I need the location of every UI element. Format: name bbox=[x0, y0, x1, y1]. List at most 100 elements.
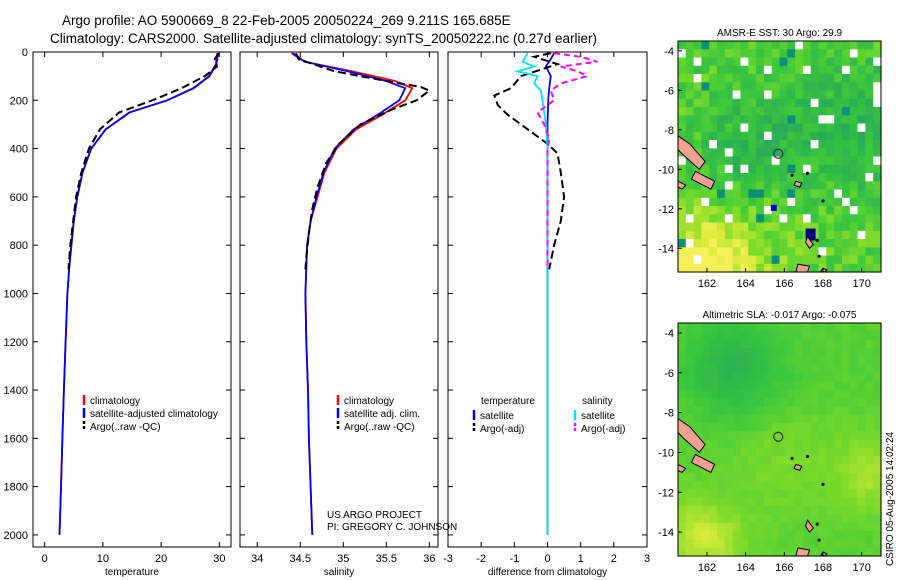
map-cell bbox=[763, 547, 773, 557]
map-cell bbox=[787, 323, 796, 332]
map-cell bbox=[678, 364, 687, 374]
map-cell bbox=[709, 422, 718, 432]
map-cell bbox=[842, 90, 851, 100]
map-cell bbox=[740, 497, 749, 507]
map-cell bbox=[842, 464, 851, 474]
map-cell bbox=[779, 497, 788, 507]
map-xtick-label: 168 bbox=[814, 278, 832, 290]
map-cell bbox=[709, 539, 718, 549]
map-cell bbox=[724, 131, 734, 141]
map-cell bbox=[857, 247, 866, 257]
map-cell bbox=[849, 41, 859, 50]
map-cell bbox=[693, 497, 702, 507]
map-cell bbox=[842, 522, 851, 532]
map-cell bbox=[701, 406, 710, 416]
map-cell bbox=[802, 531, 812, 540]
map-cell bbox=[787, 522, 796, 532]
map-cell bbox=[709, 348, 718, 357]
map-cell bbox=[865, 263, 874, 273]
salinity-series-argo bbox=[295, 52, 432, 270]
map-cell bbox=[717, 49, 726, 59]
map-cell bbox=[873, 406, 882, 416]
map-cell bbox=[701, 531, 710, 540]
map-cell bbox=[802, 356, 812, 366]
map-cell bbox=[818, 439, 827, 449]
map-cell bbox=[873, 197, 882, 207]
map-cell bbox=[857, 197, 866, 207]
map-cell bbox=[763, 263, 773, 273]
map-cell bbox=[740, 90, 749, 100]
map-cell bbox=[849, 339, 859, 349]
map-cell bbox=[748, 406, 757, 416]
map-cell bbox=[724, 456, 734, 465]
map-cell bbox=[740, 123, 749, 133]
map-cell bbox=[678, 497, 687, 507]
map-cell bbox=[724, 49, 734, 59]
map-cell bbox=[693, 539, 702, 549]
map-cell bbox=[709, 57, 718, 67]
map-cell bbox=[865, 464, 874, 474]
map-cell bbox=[873, 123, 882, 133]
map-cell bbox=[842, 239, 851, 248]
map-cell bbox=[732, 123, 742, 133]
map-cell bbox=[709, 222, 718, 232]
map-cell bbox=[740, 514, 749, 524]
map-cell bbox=[795, 41, 804, 50]
map-cell bbox=[842, 506, 851, 515]
map-cell bbox=[701, 539, 710, 549]
temperature-xtick-label: 20 bbox=[155, 553, 167, 565]
map-cell bbox=[857, 339, 866, 349]
cold-patch bbox=[805, 228, 816, 241]
map-cell bbox=[678, 173, 687, 182]
map-cell bbox=[771, 381, 781, 391]
map-cell bbox=[834, 356, 843, 366]
map-cell bbox=[771, 497, 781, 507]
map-cell bbox=[834, 181, 843, 191]
map-cell bbox=[717, 173, 726, 182]
map-cell bbox=[740, 173, 749, 182]
map-cell bbox=[701, 323, 710, 332]
map-cell bbox=[701, 74, 710, 83]
map-cell bbox=[693, 422, 702, 432]
map-cell bbox=[717, 381, 726, 391]
map-cell bbox=[826, 222, 835, 232]
map-cell bbox=[787, 98, 796, 108]
map-cell bbox=[701, 197, 710, 207]
map-cell bbox=[810, 323, 820, 332]
map-cell bbox=[732, 364, 742, 374]
map-cell bbox=[756, 57, 765, 67]
map-cell bbox=[685, 65, 695, 75]
map-cell bbox=[748, 115, 757, 125]
map-cell bbox=[685, 514, 695, 524]
map-cell bbox=[732, 41, 742, 50]
map-cell bbox=[873, 131, 882, 141]
map-cell bbox=[787, 447, 796, 457]
map-cell bbox=[693, 65, 702, 75]
map-cell bbox=[873, 372, 882, 382]
islet bbox=[790, 173, 794, 177]
map-cell bbox=[693, 481, 702, 490]
map-cell bbox=[873, 439, 882, 449]
map-cell bbox=[834, 107, 843, 116]
map-cell bbox=[771, 98, 781, 108]
map-cell bbox=[779, 422, 788, 432]
map-cell bbox=[779, 189, 788, 199]
map-cell bbox=[756, 472, 765, 482]
map-cell bbox=[732, 472, 742, 482]
map-cell bbox=[740, 489, 749, 499]
map-cell bbox=[873, 506, 882, 515]
map-cell bbox=[685, 481, 695, 490]
map-cell bbox=[826, 181, 835, 191]
map-cell bbox=[724, 164, 734, 174]
map-cell bbox=[748, 356, 757, 366]
map-cell bbox=[748, 230, 757, 240]
map-cell bbox=[849, 214, 859, 224]
map-cell bbox=[810, 339, 820, 349]
map-cell bbox=[724, 115, 734, 125]
map-cell bbox=[818, 239, 827, 248]
map-cell bbox=[865, 397, 874, 407]
map-cell bbox=[787, 247, 796, 257]
map-cell bbox=[873, 397, 882, 407]
map-cell bbox=[724, 422, 734, 432]
map-cell bbox=[732, 356, 742, 366]
